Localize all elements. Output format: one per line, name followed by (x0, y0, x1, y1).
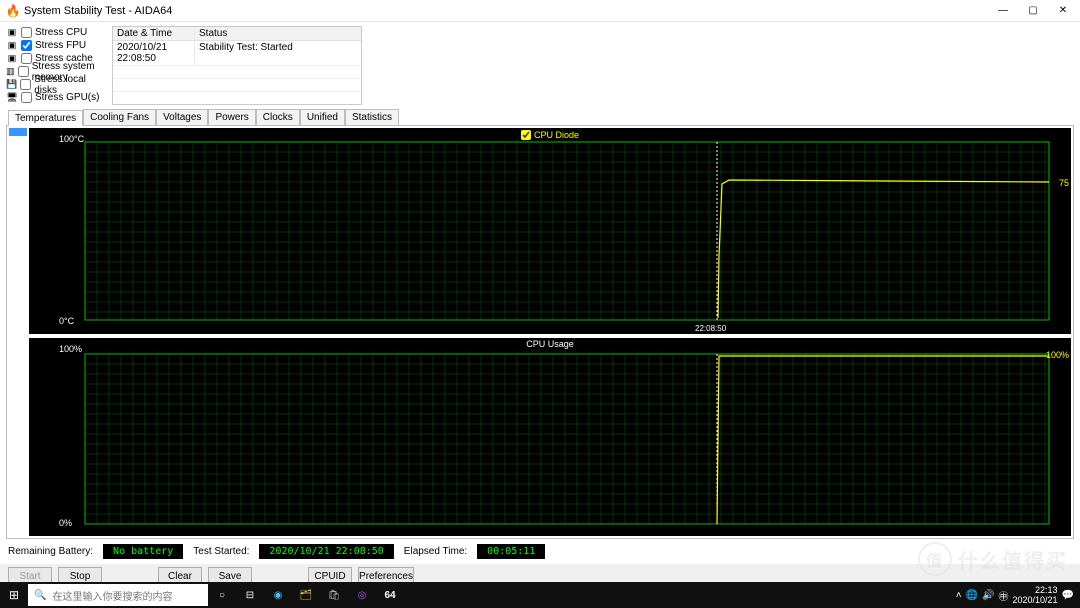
stress-checkbox[interactable] (21, 92, 32, 103)
stress-checkbox[interactable] (18, 66, 29, 77)
taskbar-date: 2020/10/21 (1013, 595, 1058, 605)
log-header-datetime: Date & Time (113, 27, 195, 40)
cpu-usage-chart: CPU Usage 100% 0% 100% (29, 338, 1071, 536)
started-label: Test Started: (193, 546, 249, 557)
cortana-icon[interactable]: ○ (208, 582, 236, 608)
temp-y-top: 100°C (59, 134, 84, 144)
battery-value: No battery (103, 544, 183, 559)
log-header-status: Status (195, 27, 361, 40)
aida64-taskbar-icon[interactable]: 64 (376, 582, 404, 608)
device-icon: 💾 (6, 80, 17, 90)
window-title: System Stability Test - AIDA64 (24, 5, 172, 17)
system-tray: ˄ 🌐 🔊 ㊥ 22:13 2020/10/21 💬 (956, 585, 1080, 605)
legend-cpu-diode-checkbox[interactable] (521, 130, 531, 140)
tab-unified[interactable]: Unified (300, 109, 345, 125)
stress-label: Stress FPU (35, 40, 86, 51)
chart-tabs: TemperaturesCooling FansVoltagesPowersCl… (8, 109, 1080, 125)
log-cell-status: Stability Test: Started (195, 41, 361, 65)
tray-volume-icon[interactable]: 🔊 (982, 590, 994, 601)
stress-option-0[interactable]: ▣ Stress CPU (6, 26, 106, 39)
device-icon: ▣ (6, 41, 18, 51)
taskbar-clock[interactable]: 22:13 2020/10/21 (1013, 585, 1058, 605)
titlebar: 🔥 System Stability Test - AIDA64 — ▢ ✕ (0, 0, 1080, 22)
tab-voltages[interactable]: Voltages (156, 109, 208, 125)
started-value: 2020/10/21 22:08:50 (259, 544, 393, 559)
stress-checkbox[interactable] (21, 27, 32, 38)
temp-time-marker: 22:08:50 (695, 324, 726, 333)
stress-checkbox[interactable] (21, 40, 32, 51)
tray-ime-icon[interactable]: ㊥ (999, 588, 1009, 603)
status-bar: Remaining Battery: No battery Test Start… (0, 539, 1080, 564)
usage-plot (29, 338, 1071, 536)
store-icon[interactable]: 🛍 (320, 582, 348, 608)
close-button[interactable]: ✕ (1048, 0, 1078, 22)
start-button-win[interactable]: ⊞ (0, 582, 28, 608)
log-row[interactable]: 2020/10/21 22:08:50 Stability Test: Star… (113, 41, 361, 65)
tab-statistics[interactable]: Statistics (345, 109, 399, 125)
device-icon: ▥ (6, 67, 15, 77)
tab-clocks[interactable]: Clocks (256, 109, 300, 125)
search-placeholder: 在这里输入你要搜索的内容 (52, 588, 172, 603)
temp-end-value: 75 (1059, 178, 1069, 188)
tab-cooling-fans[interactable]: Cooling Fans (83, 109, 156, 125)
usage-y-bot: 0% (59, 518, 72, 528)
elapsed-value: 00:05:11 (477, 544, 545, 559)
usage-y-top: 100% (59, 344, 82, 354)
tray-network-icon[interactable]: 🌐 (966, 590, 978, 601)
temperature-plot (29, 128, 1071, 334)
minimize-button[interactable]: — (988, 0, 1018, 22)
log-table: Date & Time Status 2020/10/21 22:08:50 S… (112, 26, 362, 105)
top-panel: ▣ Stress CPU▣ Stress FPU▣ Stress cache▥ … (0, 22, 1080, 107)
legend-cpu-diode-label: CPU Diode (534, 130, 579, 140)
stress-label: Stress GPU(s) (35, 92, 99, 103)
stress-option-5[interactable]: 🖥 Stress GPU(s) (6, 91, 106, 104)
stress-label: Stress CPU (35, 27, 87, 38)
log-cell-datetime: 2020/10/21 22:08:50 (113, 41, 195, 65)
device-icon: 🖥 (6, 93, 18, 103)
app-icon: 🔥 (6, 4, 20, 18)
temp-legend[interactable]: CPU Diode (521, 130, 579, 140)
window-controls: — ▢ ✕ (988, 0, 1078, 22)
usage-end-value: 100% (1046, 350, 1069, 360)
usage-title: CPU Usage (526, 339, 574, 349)
search-icon: 🔍 (34, 590, 46, 601)
taskbar-time: 22:13 (1013, 585, 1058, 595)
taskbar-search[interactable]: 🔍 在这里输入你要搜索的内容 (28, 584, 208, 606)
taskview-icon[interactable]: ⊟ (236, 582, 264, 608)
chart-thumbnails (9, 128, 27, 536)
temperature-chart: CPU Diode 100°C 0°C 22:08:50 75 (29, 128, 1071, 334)
stress-checkbox[interactable] (20, 79, 31, 90)
tab-powers[interactable]: Powers (208, 109, 255, 125)
device-icon: ▣ (6, 54, 18, 64)
app-purple-icon[interactable]: ◎ (348, 582, 376, 608)
stress-options: ▣ Stress CPU▣ Stress FPU▣ Stress cache▥ … (6, 26, 106, 105)
stress-option-1[interactable]: ▣ Stress FPU (6, 39, 106, 52)
notifications-icon[interactable]: 💬 (1062, 590, 1074, 601)
device-icon: ▣ (6, 28, 18, 38)
maximize-button[interactable]: ▢ (1018, 0, 1048, 22)
tab-temperatures[interactable]: Temperatures (8, 110, 83, 126)
temp-y-bot: 0°C (59, 316, 74, 326)
taskbar: ⊞ 🔍 在这里输入你要搜索的内容 ○ ⊟ ◉ 🗂 🛍 ◎ 64 ˄ 🌐 🔊 ㊥ … (0, 582, 1080, 608)
battery-label: Remaining Battery: (8, 546, 93, 557)
thumb-selected[interactable] (9, 128, 27, 136)
edge-icon[interactable]: ◉ (264, 582, 292, 608)
elapsed-label: Elapsed Time: (404, 546, 467, 557)
stress-checkbox[interactable] (21, 53, 32, 64)
chart-area: CPU Diode 100°C 0°C 22:08:50 75 CPU Usag… (6, 125, 1074, 539)
stress-option-4[interactable]: 💾 Stress local disks (6, 78, 106, 91)
explorer-icon[interactable]: 🗂 (292, 582, 320, 608)
tray-chevron-icon[interactable]: ˄ (956, 590, 962, 601)
